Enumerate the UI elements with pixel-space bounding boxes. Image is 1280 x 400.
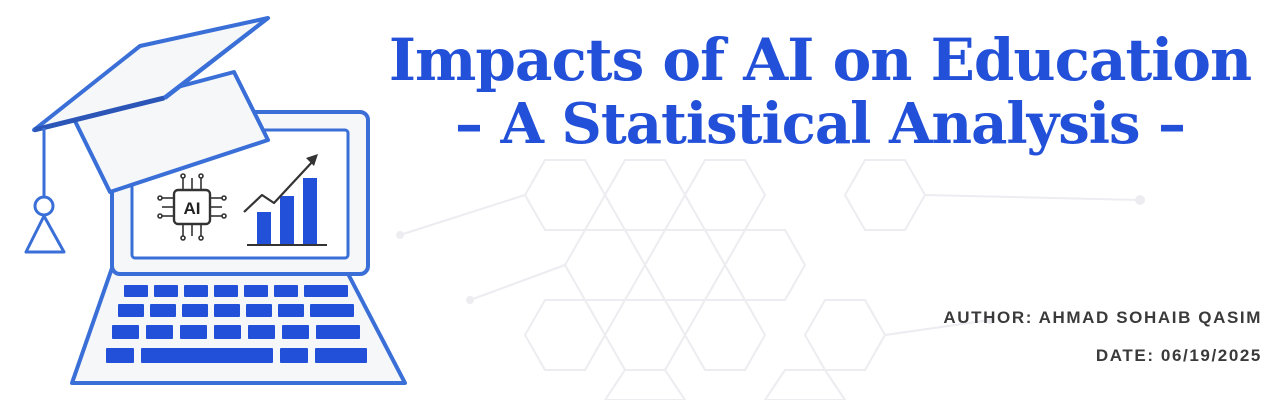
graduation-cap-icon — [24, 16, 270, 254]
title-line-1: Impacts of AI on Education — [388, 26, 1252, 94]
trend-arrow-icon — [243, 154, 318, 213]
laptop-icon — [70, 266, 407, 385]
keyboard-icon — [106, 285, 367, 363]
bar-chart-icon — [247, 178, 327, 246]
ai-chip-label: AI — [184, 199, 201, 218]
date-label: DATE: 06/19/2025 — [1095, 346, 1262, 365]
title-line-2: – A Statistical Analysis – — [454, 90, 1186, 157]
ai-chip-icon — [157, 173, 227, 241]
page-title: Impacts of AI on Education – A Statistic… — [360, 28, 1280, 156]
author-label: AUTHOR: AHMAD SOHAIB QASIM — [943, 308, 1262, 327]
ai-education-illustration: AI — [24, 16, 407, 385]
